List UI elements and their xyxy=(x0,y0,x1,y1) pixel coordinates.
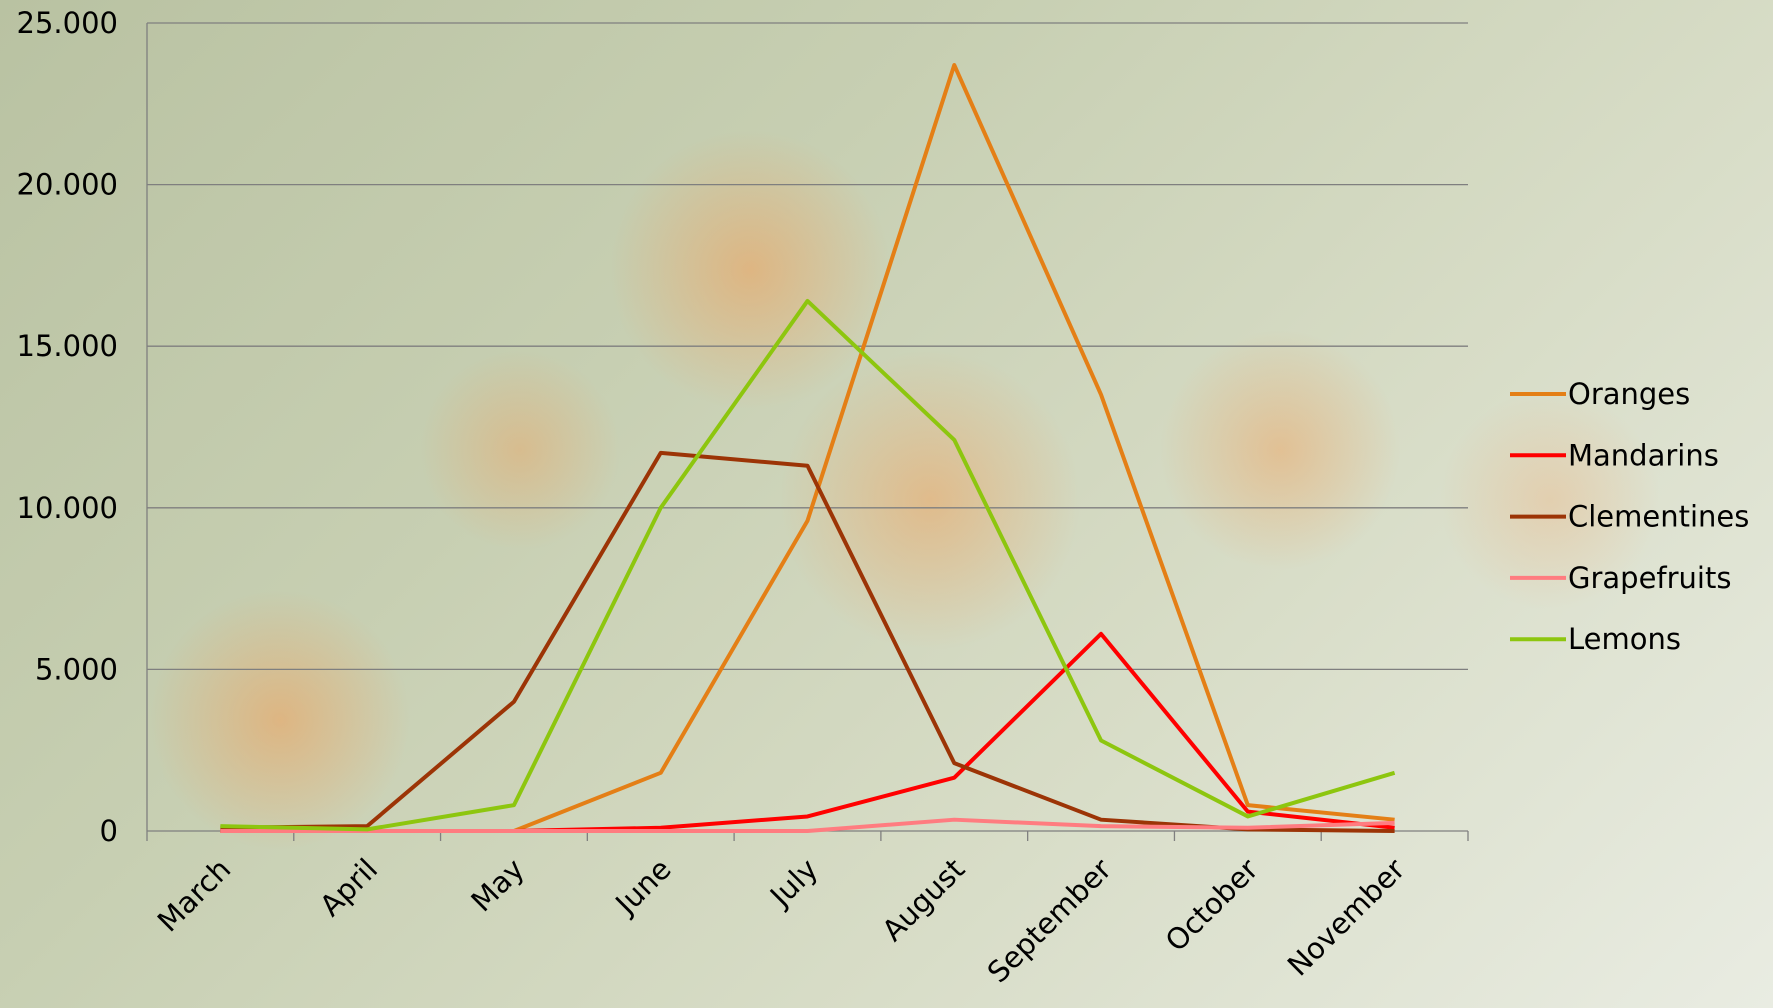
legend-label: Grapefruits xyxy=(1568,561,1731,595)
series-line xyxy=(220,63,1395,833)
y-tick-label: 10.000 xyxy=(17,491,118,525)
x-tick-label: May xyxy=(464,852,530,918)
y-tick-label: 20.000 xyxy=(17,168,118,202)
legend-label: Mandarins xyxy=(1568,438,1719,472)
y-tick-label: 5.000 xyxy=(35,652,118,686)
legend-label: Oranges xyxy=(1568,377,1690,411)
series-line xyxy=(220,817,1395,833)
x-tick-label: March xyxy=(151,852,238,939)
x-tick-label: August xyxy=(875,852,971,948)
legend-label: Lemons xyxy=(1568,622,1681,656)
legend-label: Clementines xyxy=(1568,500,1749,534)
x-tick-label: October xyxy=(1159,852,1265,958)
x-tick-label: September xyxy=(981,852,1118,989)
y-tick-label: 0 xyxy=(100,814,118,848)
series-line xyxy=(220,298,1396,832)
x-tick-label: July xyxy=(762,852,824,914)
y-tick-label: 15.000 xyxy=(17,329,118,363)
x-tick-label: June xyxy=(608,852,678,922)
x-tick-label: April xyxy=(313,852,384,923)
y-tick-label: 25.000 xyxy=(17,6,118,40)
x-tick-label: November xyxy=(1281,852,1412,983)
